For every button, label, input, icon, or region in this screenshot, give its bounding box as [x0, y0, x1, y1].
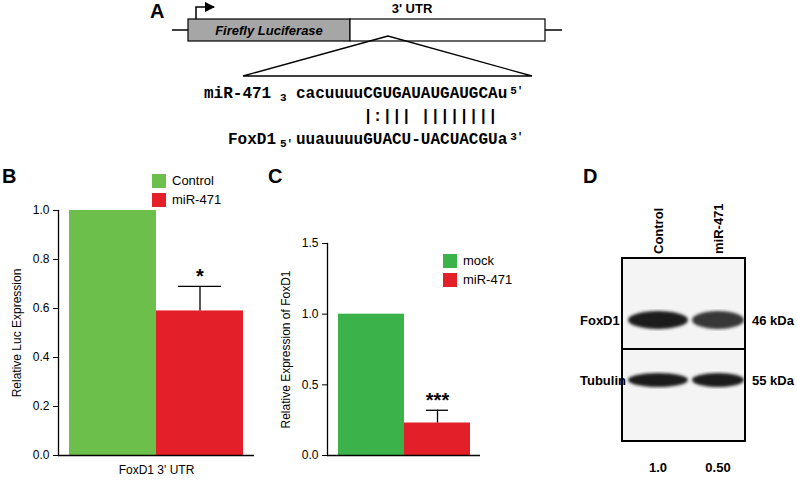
- svg-text:55 kDa: 55 kDa: [752, 373, 795, 388]
- svg-text:Firefly Luciferase: Firefly Luciferase: [215, 23, 323, 38]
- svg-text:miR-471: miR-471: [204, 85, 271, 103]
- html-text:Control: Control: [172, 173, 214, 188]
- svg-text:1.0: 1.0: [302, 307, 319, 321]
- svg-text:0.50: 0.50: [705, 460, 730, 475]
- svg-text:1.0: 1.0: [649, 460, 667, 475]
- svg-text:FoxD1: FoxD1: [228, 131, 276, 149]
- svg-text:3: 3: [280, 92, 287, 104]
- svg-text:46 kDa: 46 kDa: [752, 313, 795, 328]
- svg-text:0.5: 0.5: [302, 378, 319, 392]
- svg-text:Relative Luc Expression: Relative Luc Expression: [10, 269, 24, 398]
- svg-text:0.0: 0.0: [33, 448, 50, 462]
- svg-text:1.0: 1.0: [33, 203, 50, 217]
- svg-text:Relative Expression of FoxD1: Relative Expression of FoxD1: [279, 270, 293, 428]
- svg-text:Tubulin: Tubulin: [580, 373, 626, 388]
- svg-text:*: *: [196, 265, 204, 287]
- svg-text:5': 5': [280, 138, 293, 150]
- svg-text:3': 3': [510, 131, 523, 143]
- svg-text:FoxD1: FoxD1: [580, 313, 620, 328]
- svg-text:miR-471: miR-471: [711, 203, 726, 254]
- svg-text:|:||| ||||||||: |:||| ||||||||: [296, 108, 498, 126]
- svg-text:0.8: 0.8: [33, 252, 50, 266]
- svg-text:uuauuuuGUACU-UACUACGUa: uuauuuuGUACU-UACUACGUa: [296, 131, 508, 149]
- svg-text:D: D: [583, 165, 597, 187]
- html-text:mock: mock: [463, 253, 495, 268]
- svg-text:3' UTR: 3' UTR: [392, 1, 433, 16]
- svg-text:5': 5': [510, 85, 523, 97]
- html-text:miR-471: miR-471: [463, 272, 513, 287]
- svg-text:0.4: 0.4: [33, 350, 50, 364]
- svg-text:0.2: 0.2: [33, 399, 50, 413]
- svg-text:A: A: [150, 0, 164, 22]
- svg-text:Control: Control: [651, 208, 666, 254]
- svg-text:***: ***: [426, 389, 450, 411]
- svg-text:FoxD1 3' UTR: FoxD1 3' UTR: [119, 463, 195, 477]
- svg-text:1.5: 1.5: [302, 236, 319, 250]
- svg-text:C: C: [268, 165, 282, 187]
- svg-text:0.6: 0.6: [33, 301, 50, 315]
- html-text:miR-471: miR-471: [172, 192, 222, 207]
- svg-text:cacuuuuCGUGAUAUGAUGCAu: cacuuuuCGUGAUAUGAUGCAu: [296, 85, 507, 103]
- svg-text:0.0: 0.0: [302, 448, 319, 462]
- svg-text:B: B: [2, 165, 16, 187]
